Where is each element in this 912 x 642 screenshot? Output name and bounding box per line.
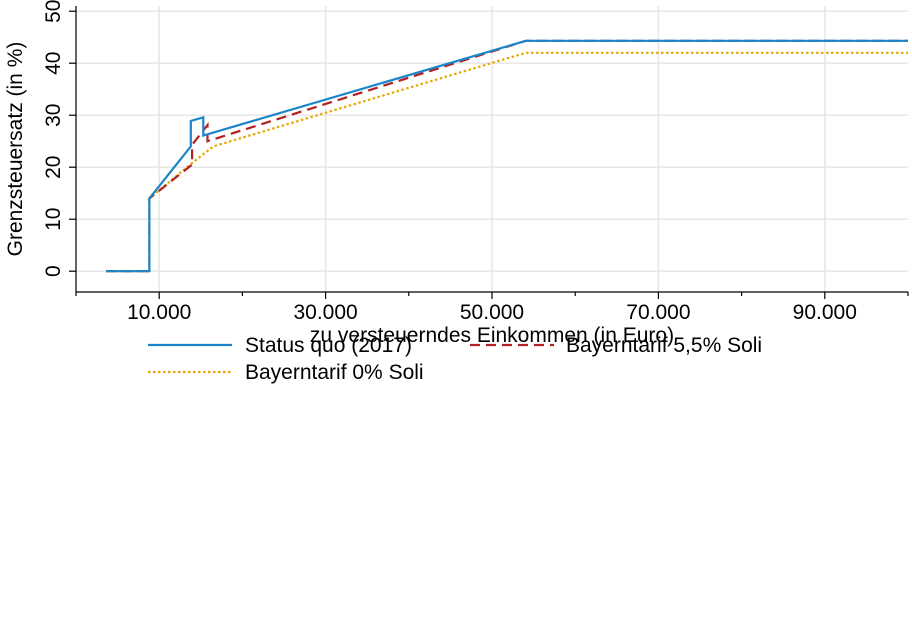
legend-label-bayerntarif-0-soli: Bayerntarif 0% Soli <box>245 361 424 384</box>
y-tick-label: 30 <box>42 104 65 127</box>
x-tick-label: 30.000 <box>293 301 357 324</box>
x-tick-label: 10.000 <box>127 301 191 324</box>
legend-label-bayerntarif-soli: Bayerntarif 5,5% Soli <box>566 334 762 357</box>
x-axis-title: zu versteuerndes Einkommen (in Euro) <box>310 324 674 347</box>
series-line-2 <box>106 51 908 273</box>
x-tick-label: 70.000 <box>626 301 690 324</box>
tick-labels: 0 10 20 30 40 50 10.000 30.000 50.000 70.000 90.00… <box>42 0 857 324</box>
x-tick-label: 90.000 <box>793 301 857 324</box>
y-tick-label: 20 <box>42 156 65 179</box>
x-tick-label: 50.000 <box>460 301 524 324</box>
series-lines <box>106 39 908 273</box>
axes <box>69 6 909 299</box>
y-tick-label: 50 <box>42 0 65 23</box>
y-tick-label: 10 <box>42 208 65 231</box>
y-tick-label: 0 <box>42 265 65 277</box>
gridlines <box>76 6 908 292</box>
legend-label-status-quo: Status quo (2017) <box>245 334 412 357</box>
legend: Status quo (2017) Bayerntarif 5,5% Soli … <box>148 334 762 384</box>
y-tick-label: 40 <box>42 52 65 75</box>
y-axis-title: Grenzsteuersatz (in %) <box>4 42 27 257</box>
series-line-0 <box>106 39 908 273</box>
